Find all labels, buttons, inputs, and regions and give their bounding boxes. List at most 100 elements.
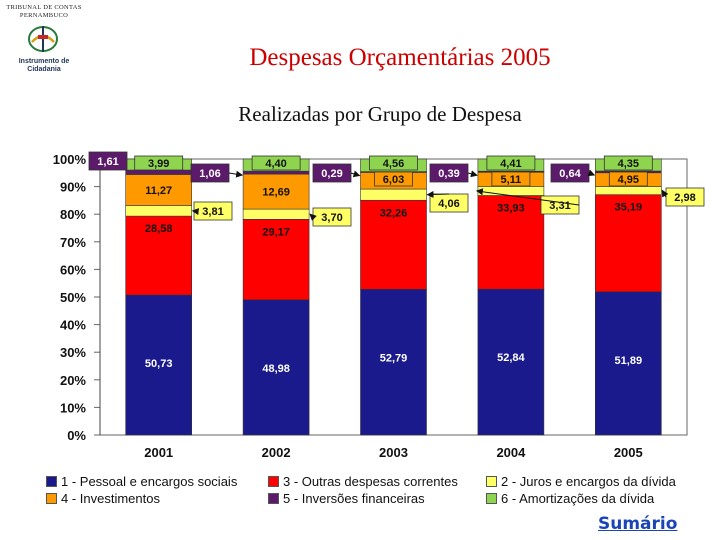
logo-top-text: TRIBUNAL DE CONTAS PERNAMBUCO xyxy=(6,4,82,19)
x-tick-label: 2003 xyxy=(379,445,408,460)
data-label: 11,27 xyxy=(145,185,172,197)
data-label-box xyxy=(608,171,648,187)
data-label: 5,11 xyxy=(500,174,521,186)
data-label-box xyxy=(134,155,184,171)
legend-item-outras-correntes: 3 - Outras despesas correntes xyxy=(268,474,458,489)
data-label: 12,69 xyxy=(262,187,290,199)
bar-segment xyxy=(360,199,427,290)
data-label-box xyxy=(603,155,653,171)
bar-segment xyxy=(242,219,310,301)
data-label: 33,93 xyxy=(497,203,525,215)
bar-segment xyxy=(242,208,310,220)
callout-arrow xyxy=(228,170,244,178)
legend-item-amortizacoes: 6 - Amortizações da dívida xyxy=(486,491,654,506)
data-label: 28,58 xyxy=(145,223,173,235)
data-label-box xyxy=(88,151,128,171)
bar-segment xyxy=(125,294,192,436)
data-label: 3,81 xyxy=(202,206,223,218)
callout-arrow xyxy=(661,189,669,198)
data-label: 35,19 xyxy=(615,202,643,214)
logo-sub-text: Instrumento de Cidadania xyxy=(18,58,70,73)
callout-arrow xyxy=(350,170,361,178)
legend-swatch xyxy=(46,493,57,505)
legend-label: 6 - Amortizações da dívida xyxy=(501,491,655,506)
data-label: 4,95 xyxy=(618,174,639,186)
data-label: 29,17 xyxy=(262,226,290,238)
data-label-box xyxy=(486,155,536,171)
y-tick-label: 10% xyxy=(60,400,86,415)
data-label: 4,35 xyxy=(618,158,639,170)
bar-segment xyxy=(125,174,192,206)
legend-label: 5 - Inversões financeiras xyxy=(283,491,425,506)
legend-label: 1 - Pessoal e encargos sociais xyxy=(61,474,238,489)
sumario-link[interactable]: Sumário xyxy=(598,514,678,534)
bar-segment xyxy=(125,169,192,175)
y-tick-label: 50% xyxy=(60,290,86,305)
data-label-box xyxy=(374,171,413,187)
x-tick-label: 2002 xyxy=(262,445,291,460)
data-label-box xyxy=(251,155,301,171)
data-label: 3,99 xyxy=(148,158,169,170)
legend-swatch xyxy=(46,476,57,488)
bar-segment xyxy=(594,186,662,195)
bar-segment xyxy=(477,288,545,436)
data-label: 4,40 xyxy=(265,158,286,170)
data-label: 0,39 xyxy=(438,168,459,180)
legend-label: 3 - Outras despesas correntes xyxy=(283,474,458,489)
page-subtitle: Realizadas por Grupo de Despesa xyxy=(238,102,522,126)
callout-arrow xyxy=(309,213,317,221)
y-tick-label: 90% xyxy=(60,180,86,195)
bar-segment xyxy=(125,215,192,296)
y-tick-label: 60% xyxy=(60,262,86,277)
callout-arrow xyxy=(475,188,580,206)
bar-segment xyxy=(477,195,545,290)
stacked-bar-chart: 0% 10% 20% 30% 40% 50% 60% 70% 80% 90% 100% 2001 20… xyxy=(53,151,705,460)
callout-arrow xyxy=(467,170,478,178)
data-label: 6,03 xyxy=(383,174,404,186)
y-tick-label: 30% xyxy=(60,345,86,360)
callout-arrow xyxy=(426,190,450,198)
y-tick-label: 0% xyxy=(67,428,86,443)
x-tick-label: 2001 xyxy=(144,445,173,460)
data-label: 48,98 xyxy=(262,363,290,375)
legend-label: 2 - Juros e encargos da dívida xyxy=(501,474,676,489)
legend-swatch xyxy=(268,493,279,505)
legend-item-pessoal: 1 - Pessoal e encargos sociais xyxy=(46,474,237,489)
data-label-box xyxy=(491,171,531,187)
bar-segment xyxy=(242,173,310,210)
legend-item-investimentos: 4 - Investimentos xyxy=(46,491,160,506)
legend-swatch xyxy=(486,493,497,505)
bar-segment xyxy=(242,170,310,175)
data-label: 0,29 xyxy=(321,168,342,180)
legend-swatch xyxy=(268,476,279,488)
bar-segment xyxy=(360,288,427,436)
legend-item-inversoes: 5 - Inversões financeiras xyxy=(268,491,425,506)
bar-segment xyxy=(242,299,310,436)
data-label: 1,61 xyxy=(97,156,118,168)
y-tick-label: 20% xyxy=(60,373,86,388)
bar-segment xyxy=(125,205,192,217)
y-tick-label: 40% xyxy=(60,318,86,333)
y-tick-label: 80% xyxy=(60,207,86,222)
data-label: 2,98 xyxy=(674,192,695,204)
y-tick-label: 70% xyxy=(60,235,86,250)
data-label-box xyxy=(369,155,418,171)
data-label: 52,84 xyxy=(497,352,525,364)
callout-arrow xyxy=(587,169,596,177)
data-label: 4,06 xyxy=(438,198,459,210)
data-label: 52,79 xyxy=(380,352,408,364)
tce-logo: TRIBUNAL DE CONTAS PERNAMBUCO Instrument… xyxy=(4,4,84,76)
bar-segment xyxy=(594,291,662,436)
data-label: 1,06 xyxy=(199,168,220,180)
data-label: 51,89 xyxy=(615,355,643,367)
bar-segment xyxy=(360,188,427,201)
legend-swatch xyxy=(486,476,497,488)
data-label: 32,26 xyxy=(380,207,408,219)
data-label: 0,64 xyxy=(559,168,581,180)
legend-label: 4 - Investimentos xyxy=(61,491,160,506)
page-title: Despesas Orçamentárias 2005 xyxy=(249,44,551,71)
bar-segment xyxy=(594,194,662,293)
x-tick-label: 2005 xyxy=(614,445,643,460)
bar-segment xyxy=(477,186,545,196)
data-label: 4,41 xyxy=(500,158,521,170)
